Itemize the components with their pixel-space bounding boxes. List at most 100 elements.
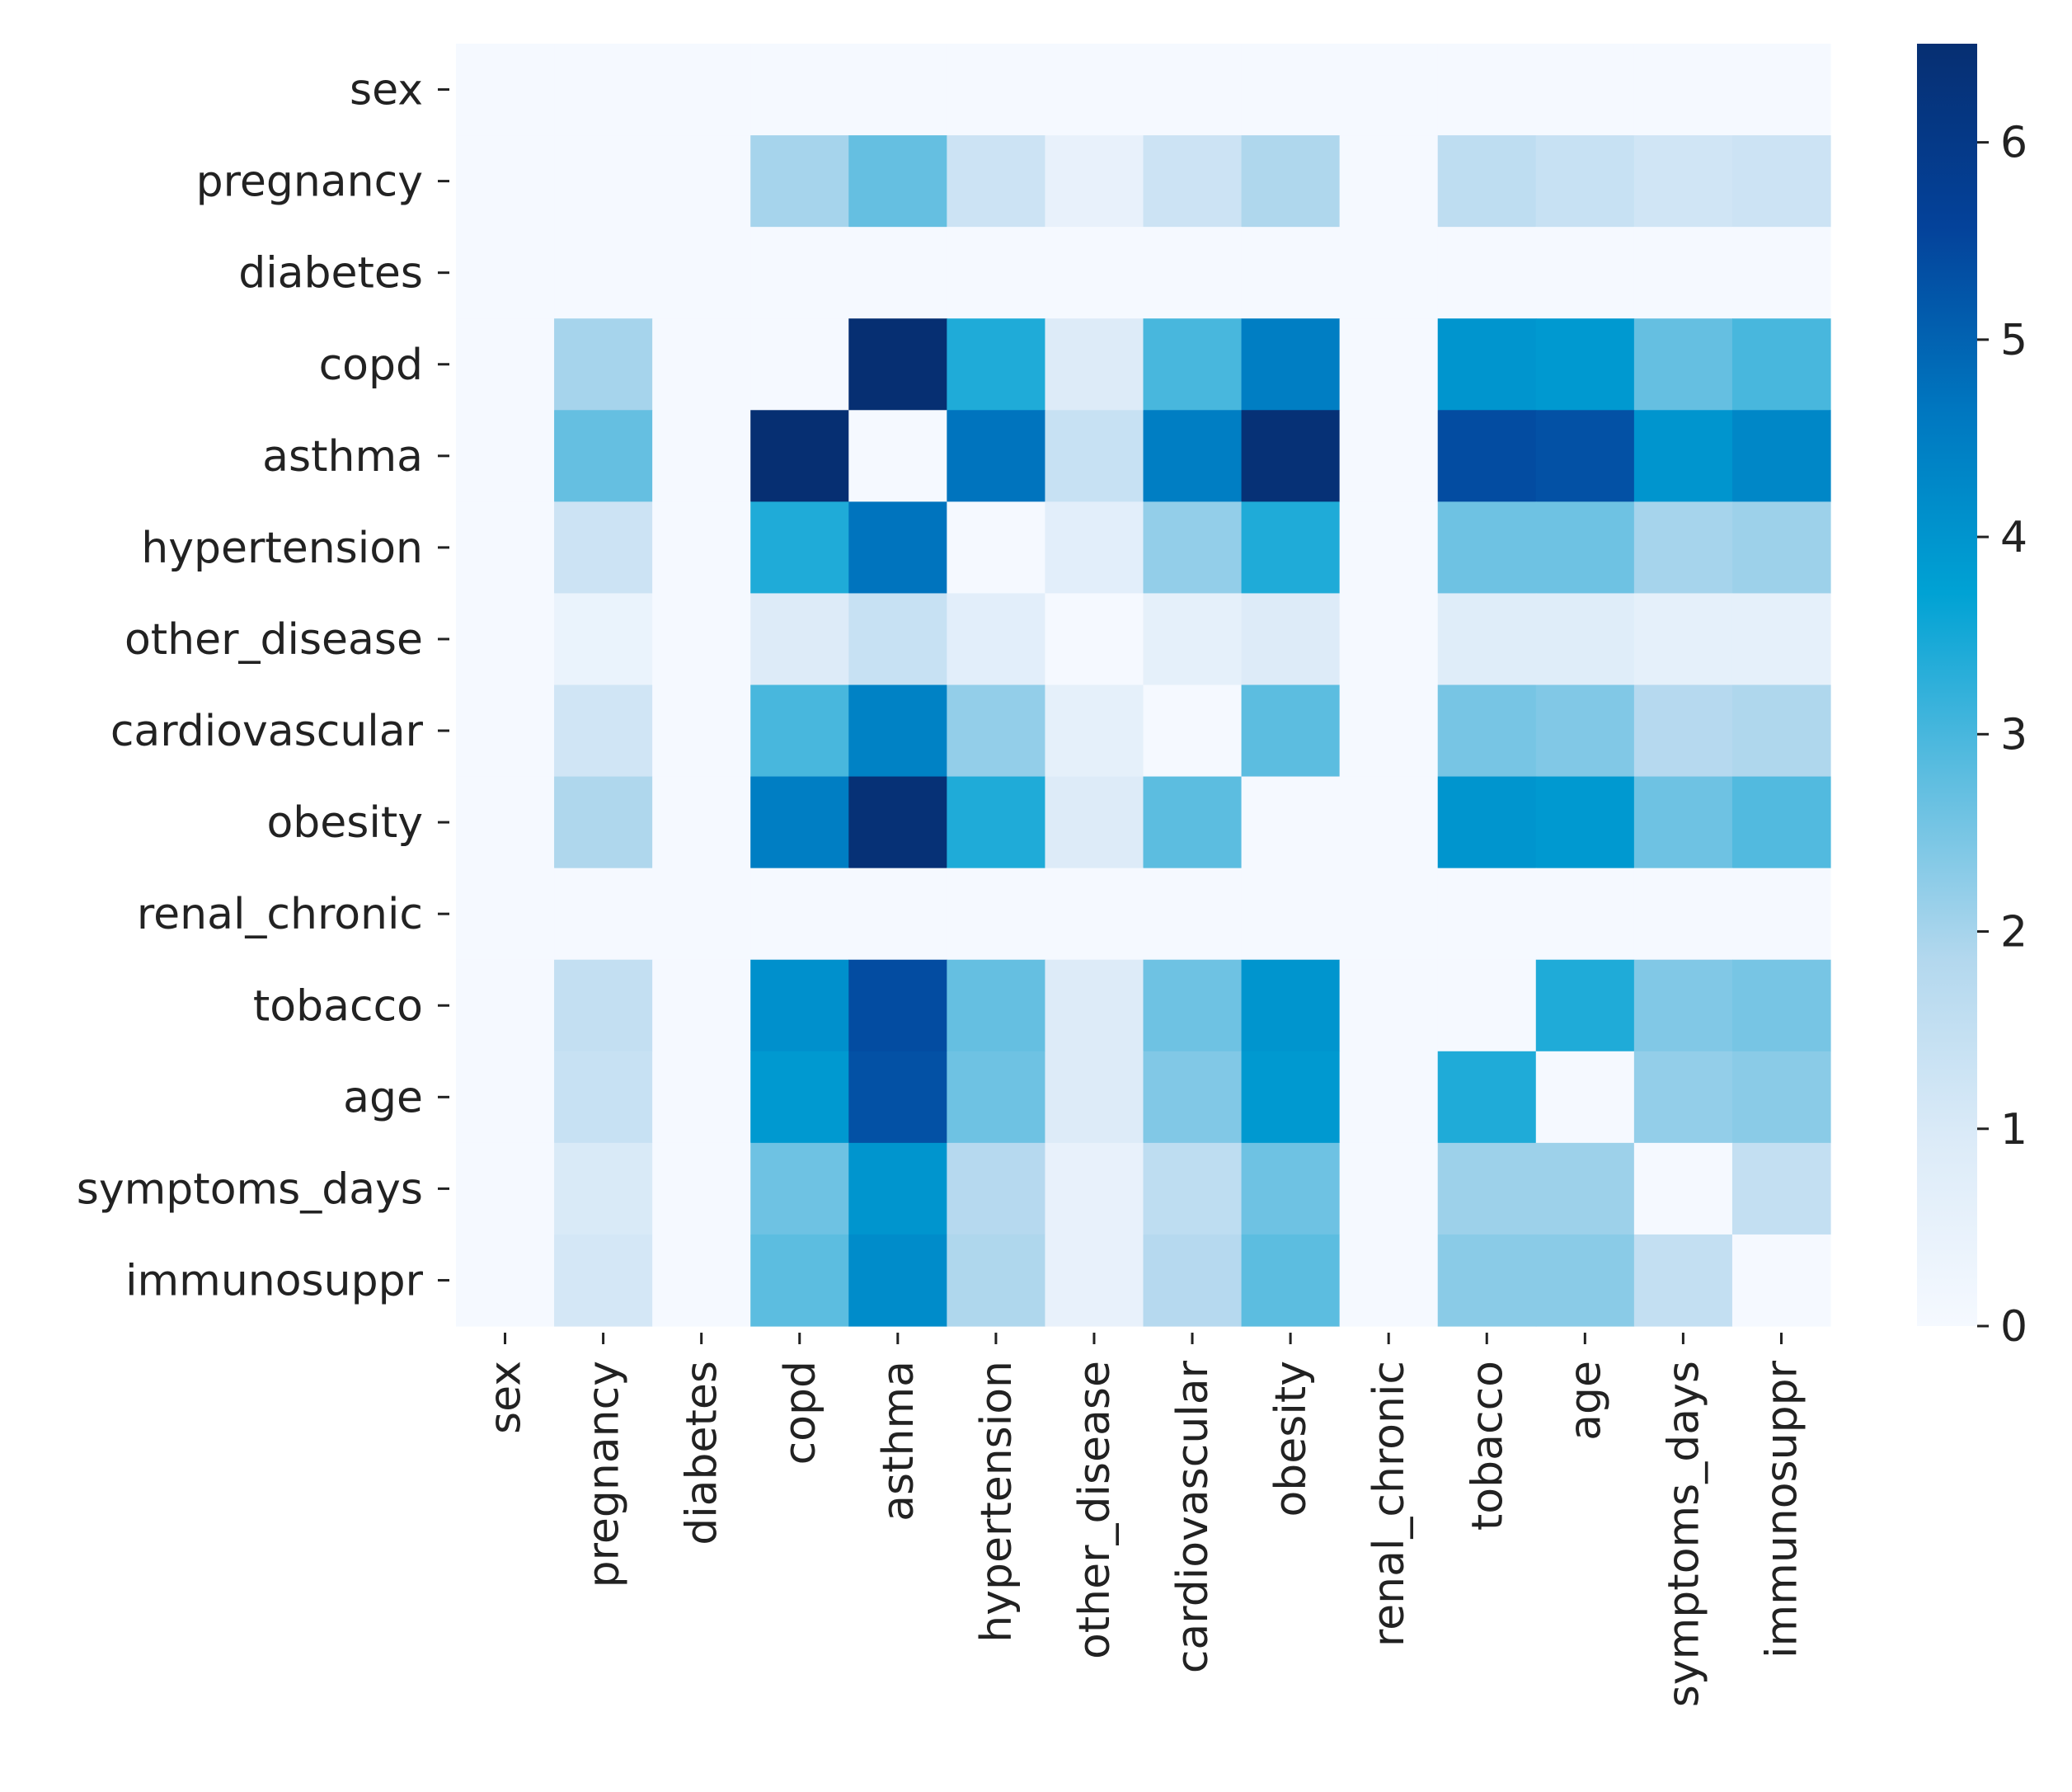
heatmap-cell-other_disease-sex xyxy=(456,593,555,686)
heatmap-cell-obesity-immunosuppr xyxy=(1731,776,1831,869)
heatmap-cell-sex-sex xyxy=(456,44,555,136)
heatmap-cell-immunosuppr-diabetes xyxy=(652,1234,751,1327)
heatmap-cell-hypertension-obesity xyxy=(1241,501,1341,595)
heatmap-cell-symptoms_days-sex xyxy=(456,1142,555,1235)
heatmap-cell-asthma-asthma xyxy=(848,410,947,502)
heatmap-cell-hypertension-cardiovascular xyxy=(1143,501,1243,595)
heatmap-cell-renal_chronic-other_disease xyxy=(1045,868,1144,961)
heatmap-cell-sex-cardiovascular xyxy=(1143,44,1243,136)
y-tick-label: tobacco xyxy=(253,981,423,1031)
heatmap-cell-pregnancy-symptoms_days xyxy=(1633,135,1733,228)
heatmap-cell-pregnancy-other_disease xyxy=(1045,135,1144,228)
colorbar-tick-label: 2 xyxy=(2000,908,2027,957)
heatmap-cell-copd-cardiovascular xyxy=(1143,318,1243,411)
heatmap-cell-cardiovascular-copd xyxy=(750,684,849,778)
heatmap-cell-hypertension-tobacco xyxy=(1437,501,1537,595)
heatmap-cell-pregnancy-asthma xyxy=(848,135,947,228)
heatmap-cell-diabetes-sex xyxy=(456,227,555,319)
heatmap-cell-tobacco-symptoms_days xyxy=(1633,959,1733,1052)
heatmap-cell-sex-immunosuppr xyxy=(1731,44,1831,136)
heatmap-cell-diabetes-obesity xyxy=(1241,227,1341,319)
heatmap-cell-immunosuppr-sex xyxy=(456,1234,555,1327)
heatmap-cell-sex-age xyxy=(1535,44,1635,136)
heatmap-cell-diabetes-pregnancy xyxy=(554,227,653,319)
heatmap-cell-cardiovascular-renal_chronic xyxy=(1339,684,1439,778)
heatmap-cell-immunosuppr-copd xyxy=(750,1234,849,1327)
heatmap-cell-pregnancy-diabetes xyxy=(652,135,751,228)
heatmap-cell-copd-sex xyxy=(456,318,555,411)
heatmap-cell-diabetes-hypertension xyxy=(947,227,1046,319)
heatmap-cell-tobacco-pregnancy xyxy=(554,959,653,1052)
heatmap-cell-symptoms_days-renal_chronic xyxy=(1339,1142,1439,1235)
heatmap-cell-copd-diabetes xyxy=(652,318,751,411)
heatmap-cell-cardiovascular-pregnancy xyxy=(554,684,653,778)
heatmap-cell-symptoms_days-asthma xyxy=(848,1142,947,1235)
x-tick-label: sex xyxy=(482,1361,531,1434)
heatmap-cell-tobacco-asthma xyxy=(848,959,947,1052)
heatmap-cell-age-cardiovascular xyxy=(1143,1051,1243,1144)
heatmap-cell-other_disease-pregnancy xyxy=(554,593,653,686)
heatmap-cell-sex-copd xyxy=(750,44,849,136)
heatmap-cell-immunosuppr-other_disease xyxy=(1045,1234,1144,1327)
heatmap-cell-obesity-pregnancy xyxy=(554,776,653,869)
heatmap-cell-asthma-pregnancy xyxy=(554,410,653,502)
heatmap-cell-age-asthma xyxy=(848,1051,947,1144)
heatmap-cell-sex-hypertension xyxy=(947,44,1046,136)
heatmap-cell-other_disease-obesity xyxy=(1241,593,1341,686)
heatmap-cell-diabetes-renal_chronic xyxy=(1339,227,1439,319)
colorbar-tick-label: 3 xyxy=(2000,710,2027,760)
heatmap-cell-sex-obesity xyxy=(1241,44,1341,136)
heatmap-cell-age-pregnancy xyxy=(554,1051,653,1144)
heatmap-cell-hypertension-immunosuppr xyxy=(1731,501,1831,595)
heatmap-cell-copd-tobacco xyxy=(1437,318,1537,411)
heatmap-cell-hypertension-hypertension xyxy=(947,501,1046,595)
y-axis-labels: sex pregnancy diabetes copd asthma hypertensi… xyxy=(77,66,449,1305)
heatmap-cell-obesity-asthma xyxy=(848,776,947,869)
y-tick-label: sex xyxy=(350,66,423,115)
heatmap-cell-tobacco-copd xyxy=(750,959,849,1052)
y-tick-label: obesity xyxy=(266,798,423,848)
heatmap-cell-hypertension-asthma xyxy=(848,501,947,595)
y-tick-label: cardiovascular xyxy=(110,707,424,756)
heatmap-cell-obesity-hypertension xyxy=(947,776,1046,869)
y-tick-label: hypertension xyxy=(141,524,423,573)
x-tick-label: immunosuppr xyxy=(1757,1360,1807,1658)
heatmap-cell-symptoms_days-symptoms_days xyxy=(1633,1142,1733,1235)
heatmap-cell-age-diabetes xyxy=(652,1051,751,1144)
heatmap-cell-tobacco-other_disease xyxy=(1045,959,1144,1052)
heatmap-cell-hypertension-age xyxy=(1535,501,1635,595)
heatmap-cell-obesity-diabetes xyxy=(652,776,751,869)
heatmap-cell-other_disease-diabetes xyxy=(652,593,751,686)
heatmap-cell-copd-renal_chronic xyxy=(1339,318,1439,411)
heatmap-cell-cardiovascular-hypertension xyxy=(947,684,1046,778)
heatmap-cell-age-immunosuppr xyxy=(1731,1051,1831,1144)
heatmap-cell-asthma-symptoms_days xyxy=(1633,410,1733,502)
heatmap-cell-renal_chronic-cardiovascular xyxy=(1143,868,1243,961)
x-tick-label: asthma xyxy=(874,1361,923,1522)
heatmap-cell-obesity-symptoms_days xyxy=(1633,776,1733,869)
heatmap-cell-other_disease-age xyxy=(1535,593,1635,686)
heatmap-cell-hypertension-diabetes xyxy=(652,501,751,595)
x-tick-label: obesity xyxy=(1266,1361,1316,1517)
colorbar-tick-label: 5 xyxy=(2000,316,2027,365)
heatmap-cell-pregnancy-cardiovascular xyxy=(1143,135,1243,228)
heatmap-cell-obesity-sex xyxy=(456,776,555,869)
y-tick-label: immunosuppr xyxy=(125,1256,424,1305)
x-tick-label: other_disease xyxy=(1070,1361,1120,1659)
heatmap-cell-renal_chronic-sex xyxy=(456,868,555,961)
heatmap-cell-sex-asthma xyxy=(848,44,947,136)
heatmap-cell-immunosuppr-age xyxy=(1535,1234,1635,1327)
heatmap-cell-hypertension-other_disease xyxy=(1045,501,1144,595)
heatmap-cell-copd-immunosuppr xyxy=(1731,318,1831,411)
heatmap-cell-symptoms_days-copd xyxy=(750,1142,849,1235)
heatmap-cell-other_disease-immunosuppr xyxy=(1731,593,1831,686)
heatmap-cell-asthma-obesity xyxy=(1241,410,1341,502)
heatmap-cell-tobacco-age xyxy=(1535,959,1635,1052)
heatmap-cell-cardiovascular-age xyxy=(1535,684,1635,778)
heatmap-cell-copd-pregnancy xyxy=(554,318,653,411)
heatmap-cell-renal_chronic-pregnancy xyxy=(554,868,653,961)
heatmap-cell-tobacco-sex xyxy=(456,959,555,1052)
heatmap-cell-immunosuppr-tobacco xyxy=(1437,1234,1537,1327)
heatmap-cell-sex-diabetes xyxy=(652,44,751,136)
